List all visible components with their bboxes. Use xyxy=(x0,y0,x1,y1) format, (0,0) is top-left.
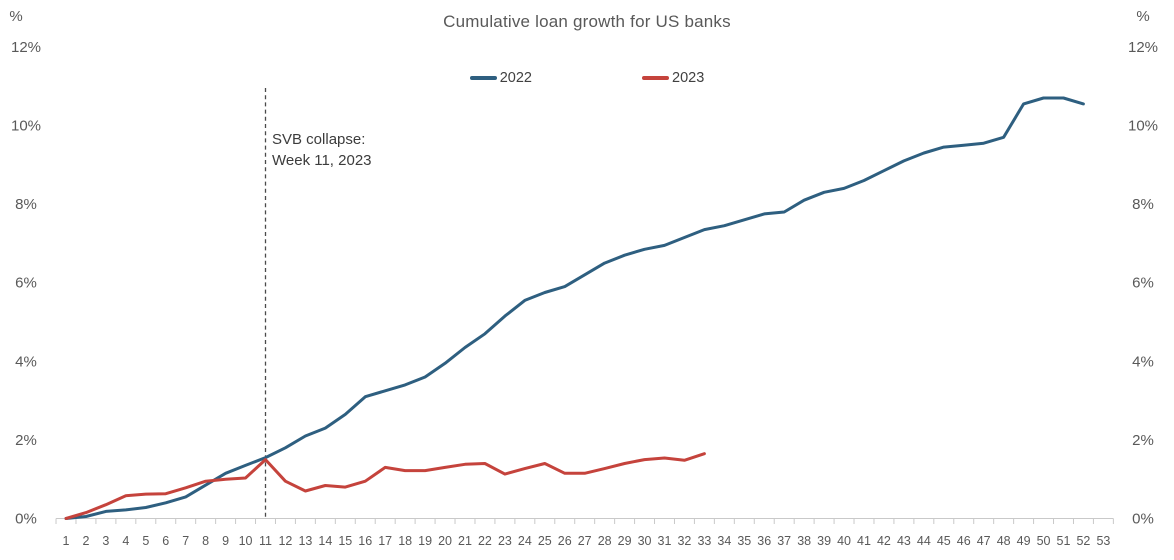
svg-text:39: 39 xyxy=(817,534,831,548)
legend-swatch-2023-icon xyxy=(642,76,669,80)
svg-text:0%: 0% xyxy=(15,511,37,528)
svg-text:18: 18 xyxy=(398,534,412,548)
svg-text:8%: 8% xyxy=(1132,196,1154,213)
svg-text:53: 53 xyxy=(1096,534,1110,548)
y-axis-labels: 0% 0% 2% 2% 4% 4% 6% 6% 8% 8% 10% 10% 12% 12%%% xyxy=(9,8,1158,528)
svg-text:0%: 0% xyxy=(1132,511,1154,528)
series-line-2022 xyxy=(64,96,1085,520)
svg-text:6%: 6% xyxy=(1132,275,1154,292)
svg-text:15: 15 xyxy=(338,534,352,548)
svg-text:4%: 4% xyxy=(1132,353,1154,370)
svg-text:%: % xyxy=(1136,8,1149,25)
axes xyxy=(55,518,1114,524)
svg-text:4%: 4% xyxy=(15,353,37,370)
svg-text:37: 37 xyxy=(777,534,791,548)
svg-text:2%: 2% xyxy=(15,432,37,449)
svg-text:48: 48 xyxy=(997,534,1011,548)
svg-text:45: 45 xyxy=(937,534,951,548)
svg-text:4: 4 xyxy=(122,534,129,548)
svg-text:10%: 10% xyxy=(1128,118,1158,135)
svg-text:29: 29 xyxy=(618,534,632,548)
svg-text:2: 2 xyxy=(82,534,89,548)
legend-label-2022: 2022 xyxy=(499,70,532,86)
svg-text:47: 47 xyxy=(977,534,991,548)
svg-text:12: 12 xyxy=(278,534,292,548)
svg-text:12%: 12% xyxy=(11,39,41,56)
svg-text:50: 50 xyxy=(1037,534,1051,548)
svg-text:24: 24 xyxy=(518,534,532,548)
chart-title: Cumulative loan growth for US banks xyxy=(443,12,731,31)
svg-text:26: 26 xyxy=(558,534,572,548)
svg-text:14: 14 xyxy=(318,534,332,548)
svg-text:33: 33 xyxy=(697,534,711,548)
svg-text:19: 19 xyxy=(418,534,432,548)
svg-text:30: 30 xyxy=(638,534,652,548)
svg-text:10%: 10% xyxy=(11,118,41,135)
svg-text:41: 41 xyxy=(857,534,871,548)
svg-text:35: 35 xyxy=(737,534,751,548)
svg-text:6%: 6% xyxy=(15,275,37,292)
svg-text:8%: 8% xyxy=(15,196,37,213)
svg-text:9: 9 xyxy=(222,534,229,548)
svg-text:13: 13 xyxy=(298,534,312,548)
svg-text:25: 25 xyxy=(538,534,552,548)
svg-text:6: 6 xyxy=(162,534,169,548)
legend-item-2023[interactable]: 2023 xyxy=(642,70,704,86)
svg-text:34: 34 xyxy=(717,534,731,548)
annotation-line-1: SVB collapse: xyxy=(272,131,366,148)
svg-text:49: 49 xyxy=(1017,534,1031,548)
svg-text:22: 22 xyxy=(478,534,492,548)
svg-text:8: 8 xyxy=(202,534,209,548)
svg-text:42: 42 xyxy=(877,534,891,548)
legend-label-2023: 2023 xyxy=(672,70,705,86)
legend-swatch-2022-icon xyxy=(469,76,497,80)
svg-text:12%: 12% xyxy=(1128,39,1158,56)
svg-text:3: 3 xyxy=(102,534,109,548)
svg-text:11: 11 xyxy=(259,534,272,548)
svg-text:27: 27 xyxy=(578,534,592,548)
svg-text:40: 40 xyxy=(837,534,851,548)
svg-text:10: 10 xyxy=(239,534,253,548)
svg-text:52: 52 xyxy=(1076,534,1090,548)
svg-text:2%: 2% xyxy=(1132,432,1154,449)
svg-text:23: 23 xyxy=(498,534,512,548)
svg-text:5: 5 xyxy=(142,534,149,548)
x-axis-labels: 1 2 3 4 5 6 7 8 9 10 11 12 13 14 15 16 17 18 19 20 21 22 23 24 2… xyxy=(63,534,1111,548)
svg-text:46: 46 xyxy=(957,534,971,548)
svg-text:7: 7 xyxy=(182,534,189,548)
svg-text:44: 44 xyxy=(917,534,931,548)
svg-text:31: 31 xyxy=(658,534,672,548)
svg-text:51: 51 xyxy=(1057,534,1071,548)
svg-text:16: 16 xyxy=(358,534,372,548)
svg-text:20: 20 xyxy=(438,534,452,548)
svg-text:43: 43 xyxy=(897,534,911,548)
svg-text:32: 32 xyxy=(677,534,691,548)
svg-text:%: % xyxy=(9,8,22,25)
svg-text:1: 1 xyxy=(63,534,70,548)
svg-text:28: 28 xyxy=(598,534,612,548)
series-line-2023 xyxy=(64,452,706,520)
svg-text:38: 38 xyxy=(797,534,811,548)
svg-text:17: 17 xyxy=(378,534,392,548)
legend-item-2022[interactable]: 2022 xyxy=(469,70,532,86)
svg-text:36: 36 xyxy=(757,534,771,548)
chart-legend: 2022 2023 xyxy=(0,70,1174,86)
svb-collapse-annotation: SVB collapse: Week 11, 2023 xyxy=(272,129,372,171)
svg-text:21: 21 xyxy=(458,534,472,548)
annotation-line-2: Week 11, 2023 xyxy=(272,152,372,169)
